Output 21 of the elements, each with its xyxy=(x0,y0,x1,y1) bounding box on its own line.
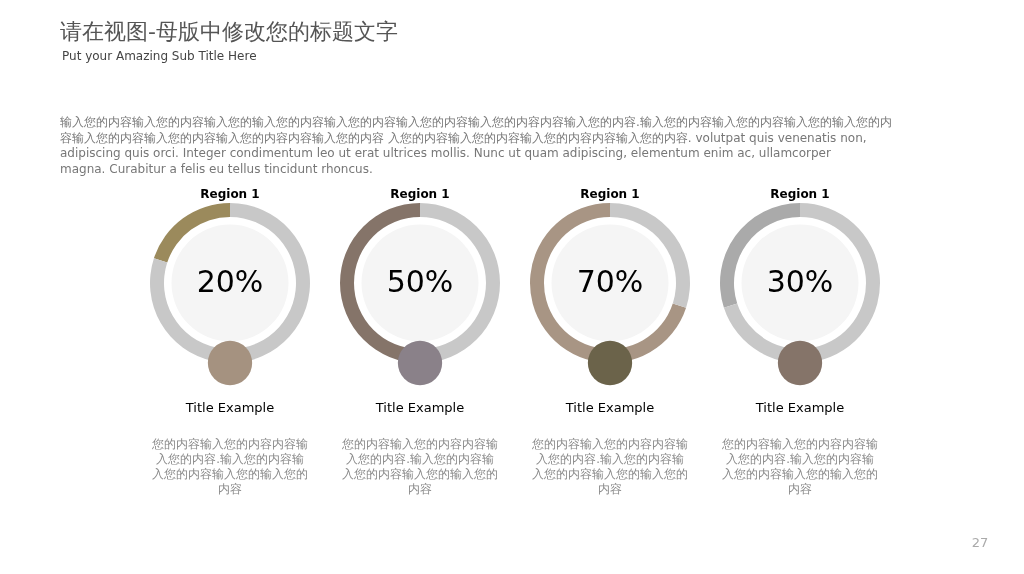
data-label: 70% xyxy=(576,264,644,299)
chart-title: Region 1 xyxy=(200,187,260,201)
chart-title: Region 1 xyxy=(390,187,450,201)
data-label: 50% xyxy=(386,264,454,299)
text: Title Example xyxy=(564,400,655,415)
text: 您的内容输入您的内容内容输入您的内容.输入您的内容输入您的内容输入您的输入您的内容 xyxy=(531,437,688,496)
text: Title Example xyxy=(184,400,275,415)
donut-slice xyxy=(153,203,230,263)
text: 您的内容输入您的内容内容输入您的内容.输入您的内容输入您的内容输入您的输入您的内容 xyxy=(341,437,498,496)
text: 您的内容输入您的内容内容输入您的内容.输入您的内容输入您的内容输入您的输入您的内容 xyxy=(721,437,878,496)
text: Put your Amazing Sub Title Here xyxy=(62,49,257,63)
chart-title: Region 1 xyxy=(770,187,830,201)
text: 您的内容输入您的内容内容输入您的内容.输入您的内容输入您的内容输入您的输入您的内容 xyxy=(151,437,308,496)
text: Title Example xyxy=(374,400,465,415)
text: Title Example xyxy=(754,400,845,415)
text: 27 xyxy=(971,535,989,550)
text: 请在视图-母版中修改您的标题文字 xyxy=(60,19,398,44)
chart-title: Region 1 xyxy=(580,187,640,201)
data-label: 30% xyxy=(766,264,834,299)
data-label: 20% xyxy=(196,264,264,299)
text: 输入您的内容输入您的内容输入您的输入您的内容输入您的内容输入您的内容输入您的内容内容输入您的内容.输入您的内容输入您的内容输入您的输入您的内容输入您的内容输入您的内容输入您的内容内容输入您的内容 入您的内容输入您的内容输入您的内容内容输入您的内容. volutpat quis venenatis non, adipiscing quis orci. Integer condimentum leo ut erat ultrices mollis. Nunc ut quam adipiscing, elementum enim ac, ullamcorper magna. Curabitur a felis eu tellus tincidunt rhoncus. xyxy=(60,115,892,176)
